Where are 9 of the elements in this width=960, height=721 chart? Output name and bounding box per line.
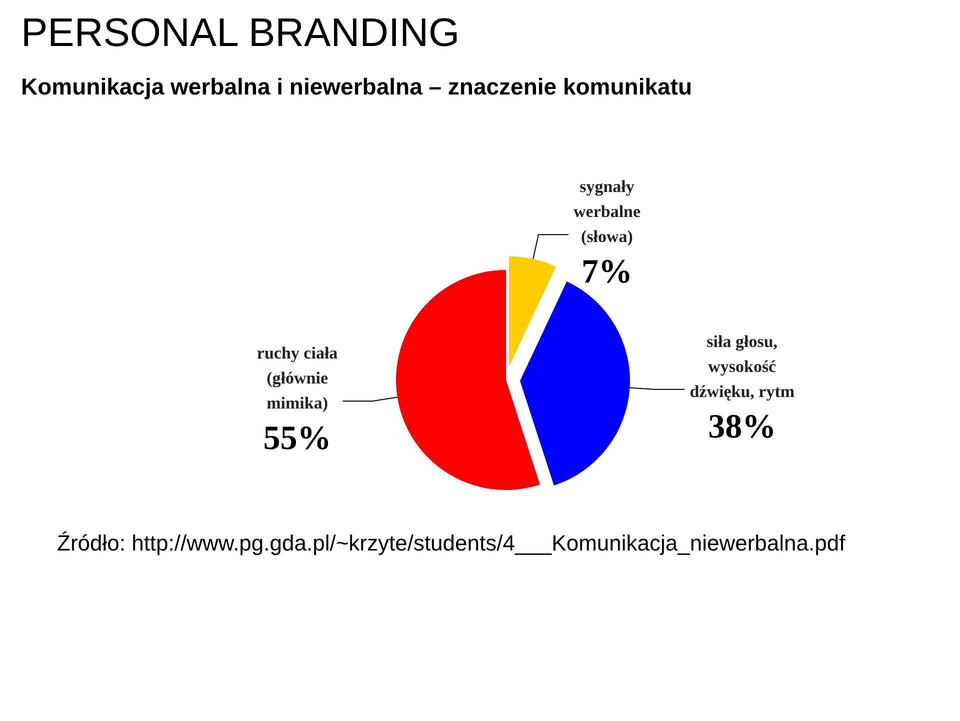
data-label: 55% [263, 420, 332, 458]
data-label: 7% [582, 254, 633, 291]
chart-subtitle: Komunikacja werbalna i niewerbalna – znaczenie komunikatu [21, 74, 692, 100]
text: Źródło: http://www.pg.gda.pl/~krzyte/students/4___Komunikacja_niewerbalna.pdf [57, 530, 846, 556]
data-label: 38% [708, 408, 776, 446]
slice-label: ruchy ciała (głównie mimika) [256, 344, 338, 413]
slice-label: sygnały werbalne (słowa) [574, 177, 642, 246]
slice-label: siła głosu, wysokość dźwięku, rytm [690, 332, 795, 401]
chart-title: PERSONAL BRANDING [21, 11, 460, 55]
